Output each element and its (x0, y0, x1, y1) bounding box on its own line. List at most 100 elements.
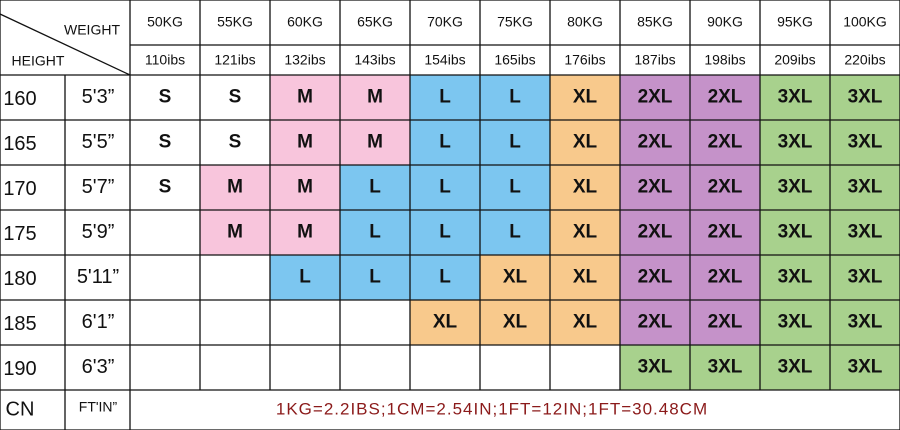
height-ft: 5'3” (82, 86, 115, 108)
size-cell (270, 165, 340, 210)
kg-header: 85KG (637, 14, 673, 30)
size-cell (760, 300, 830, 345)
height-ft: 5'5” (82, 131, 115, 153)
size-label: M (297, 132, 313, 153)
size-label: L (509, 222, 521, 243)
size-label: 2XL (638, 177, 673, 198)
size-label: XL (433, 312, 458, 333)
size-cell (830, 75, 900, 120)
size-label: 2XL (638, 222, 673, 243)
size-cell (760, 255, 830, 300)
size-label: 2XL (708, 87, 743, 108)
lbs-header: 198ibs (704, 52, 745, 68)
size-label: L (439, 267, 451, 288)
size-cell (830, 300, 900, 345)
height-label: HEIGHT (12, 53, 65, 69)
size-label: M (227, 177, 243, 198)
lbs-header: 176ibs (564, 52, 605, 68)
size-label: 3XL (708, 357, 743, 378)
size-cell (760, 120, 830, 165)
size-label: M (297, 87, 313, 108)
kg-header: 75KG (497, 14, 533, 30)
lbs-header: 154ibs (424, 52, 465, 68)
size-cell (690, 345, 760, 390)
size-cell (130, 75, 200, 120)
size-cell (130, 120, 200, 165)
size-cell (270, 210, 340, 255)
size-cell (620, 300, 690, 345)
size-cell (480, 165, 550, 210)
lbs-header: 110ibs (145, 52, 185, 68)
size-label: 3XL (778, 222, 813, 243)
size-cell (620, 120, 690, 165)
size-cell (760, 210, 830, 255)
lbs-header: 165ibs (494, 52, 535, 68)
kg-header: 95KG (777, 14, 813, 30)
size-cell (690, 120, 760, 165)
kg-header: 80KG (567, 14, 603, 30)
size-cell (550, 120, 620, 165)
size-cell (550, 165, 620, 210)
size-label: 3XL (778, 177, 813, 198)
kg-header: 60KG (287, 14, 323, 30)
size-cell (480, 120, 550, 165)
size-cell (760, 165, 830, 210)
size-label: XL (503, 312, 528, 333)
size-cell (690, 75, 760, 120)
size-cell (480, 255, 550, 300)
size-label: L (439, 177, 451, 198)
size-label: S (159, 87, 172, 108)
size-label: L (369, 177, 381, 198)
size-label: 3XL (848, 87, 883, 108)
size-label: M (297, 177, 313, 198)
size-label: XL (573, 132, 598, 153)
size-cell (410, 120, 480, 165)
height-cm: 165 (3, 133, 36, 155)
size-label: L (439, 132, 451, 153)
size-label: 3XL (848, 312, 883, 333)
size-cell (410, 255, 480, 300)
size-cell (410, 210, 480, 255)
size-label: S (229, 87, 242, 108)
height-cm: 185 (3, 313, 36, 335)
height-cm: 160 (3, 88, 36, 110)
height-cm: 175 (3, 223, 36, 245)
size-cell (410, 300, 480, 345)
diagonal (0, 13, 131, 76)
size-cell (690, 165, 760, 210)
size-label: 3XL (778, 267, 813, 288)
lbs-header: 132ibs (284, 52, 325, 68)
size-cell (830, 165, 900, 210)
size-cell (690, 210, 760, 255)
size-label: M (367, 132, 383, 153)
conversion-note: 1KG=2.2IBS;1CM=2.54IN;1FT=12IN;1FT=30.48… (276, 399, 708, 418)
size-cell (410, 165, 480, 210)
size-cell (130, 165, 200, 210)
size-cell (200, 210, 270, 255)
size-cell (830, 345, 900, 390)
size-label: XL (503, 267, 528, 288)
lbs-header: 121ibs (214, 52, 255, 68)
size-label: XL (573, 312, 598, 333)
kg-header: 90KG (707, 14, 743, 30)
height-cm: 180 (3, 268, 36, 290)
kg-header: 55KG (217, 14, 253, 30)
size-cell (620, 345, 690, 390)
size-cell (690, 255, 760, 300)
size-cell (760, 75, 830, 120)
kg-header: 50KG (147, 14, 183, 30)
lbs-header: 187ibs (634, 52, 675, 68)
size-cell (830, 255, 900, 300)
size-cell (200, 165, 270, 210)
size-cell (340, 120, 410, 165)
size-label: XL (573, 222, 598, 243)
height-ft: 5'11” (77, 266, 119, 288)
size-cell (760, 345, 830, 390)
size-cell (550, 75, 620, 120)
size-label: S (159, 132, 172, 153)
size-label: 3XL (778, 357, 813, 378)
size-cell (620, 165, 690, 210)
ft-in-label: FT'IN” (79, 399, 118, 415)
size-cell (620, 75, 690, 120)
size-cell (410, 75, 480, 120)
